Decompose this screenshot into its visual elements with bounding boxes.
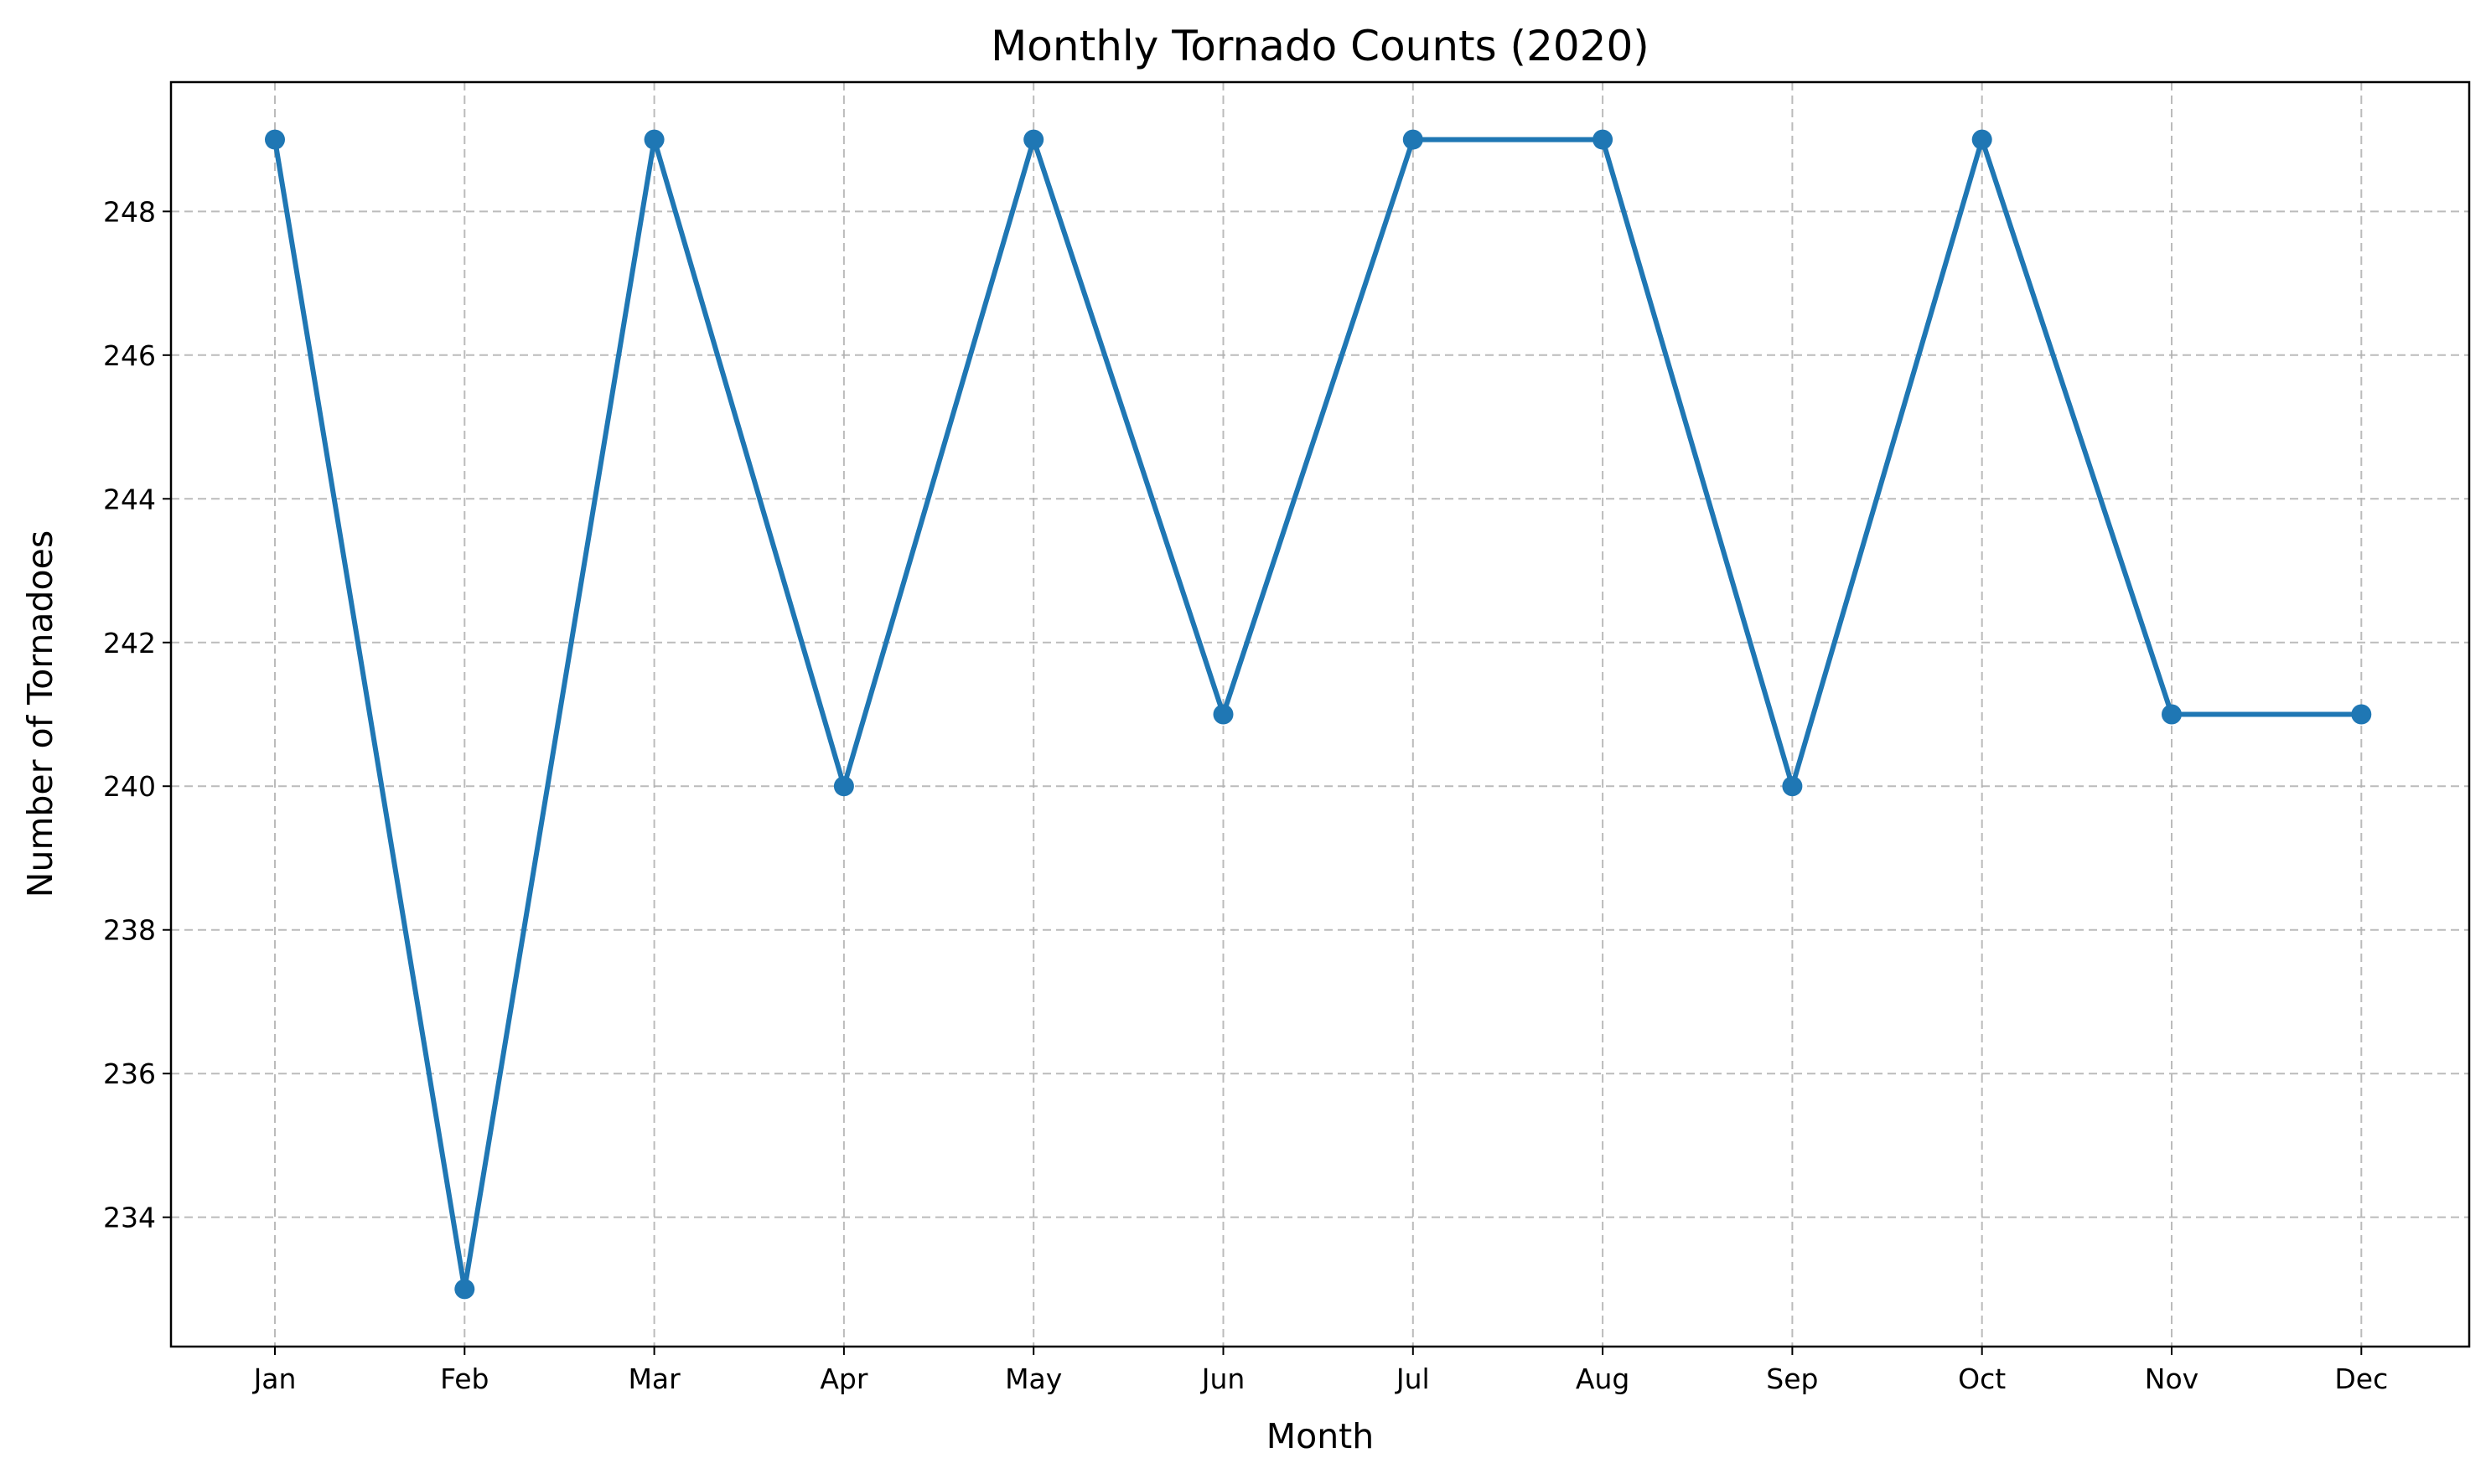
y-axis-label: Number of Tornadoes bbox=[20, 530, 60, 897]
data-point-marker bbox=[833, 776, 854, 797]
x-tick-label: Jan bbox=[252, 1362, 297, 1395]
data-point-marker bbox=[2162, 704, 2182, 725]
data-point-marker bbox=[1782, 776, 1803, 797]
x-tick-label: May bbox=[1005, 1362, 1062, 1395]
data-point-marker bbox=[1402, 129, 1423, 150]
x-tick-label: Nov bbox=[2145, 1362, 2198, 1395]
series-line-path bbox=[272, 137, 2364, 1292]
x-tick-label: Jul bbox=[1395, 1362, 1430, 1395]
axis-ticks: Jan Feb Mar Apr May Jun Jul Aug Sep Oct Nov Dec 234 2… bbox=[103, 195, 2388, 1395]
data-point-marker bbox=[1023, 129, 1044, 150]
x-tick-label: Sep bbox=[1766, 1362, 1818, 1395]
data-point-marker bbox=[1213, 704, 1234, 725]
data-point-marker bbox=[454, 1279, 475, 1300]
x-tick-label: Aug bbox=[1576, 1362, 1629, 1395]
y-tick-label: 248 bbox=[103, 195, 156, 228]
y-tick-label: 246 bbox=[103, 339, 156, 372]
x-tick-label: Oct bbox=[1958, 1362, 2006, 1395]
x-tick-label: Jun bbox=[1200, 1362, 1246, 1395]
x-tick-label: Mar bbox=[628, 1362, 681, 1395]
grid bbox=[171, 82, 2469, 1347]
series-line bbox=[272, 137, 2364, 1292]
series-markers bbox=[265, 129, 2372, 1300]
data-point-marker bbox=[644, 129, 665, 150]
x-axis-label: Month bbox=[1266, 1416, 1375, 1456]
plot-area bbox=[169, 80, 2471, 1348]
y-tick-label: 244 bbox=[103, 483, 156, 515]
y-tick-label: 236 bbox=[103, 1057, 156, 1090]
chart-title: Monthly Tornado Counts (2020) bbox=[991, 22, 1649, 70]
x-tick-label: Feb bbox=[440, 1362, 489, 1395]
data-point-marker bbox=[2351, 704, 2372, 725]
data-point-marker bbox=[1592, 129, 1613, 150]
y-tick-label: 234 bbox=[103, 1202, 156, 1234]
data-point-marker bbox=[1971, 129, 1992, 150]
y-tick-label: 240 bbox=[103, 770, 156, 803]
y-tick-label: 238 bbox=[103, 914, 156, 947]
x-tick-label: Dec bbox=[2334, 1362, 2388, 1395]
data-point-marker bbox=[265, 129, 285, 150]
x-tick-label: Apr bbox=[820, 1362, 868, 1395]
y-tick-label: 242 bbox=[103, 627, 156, 659]
